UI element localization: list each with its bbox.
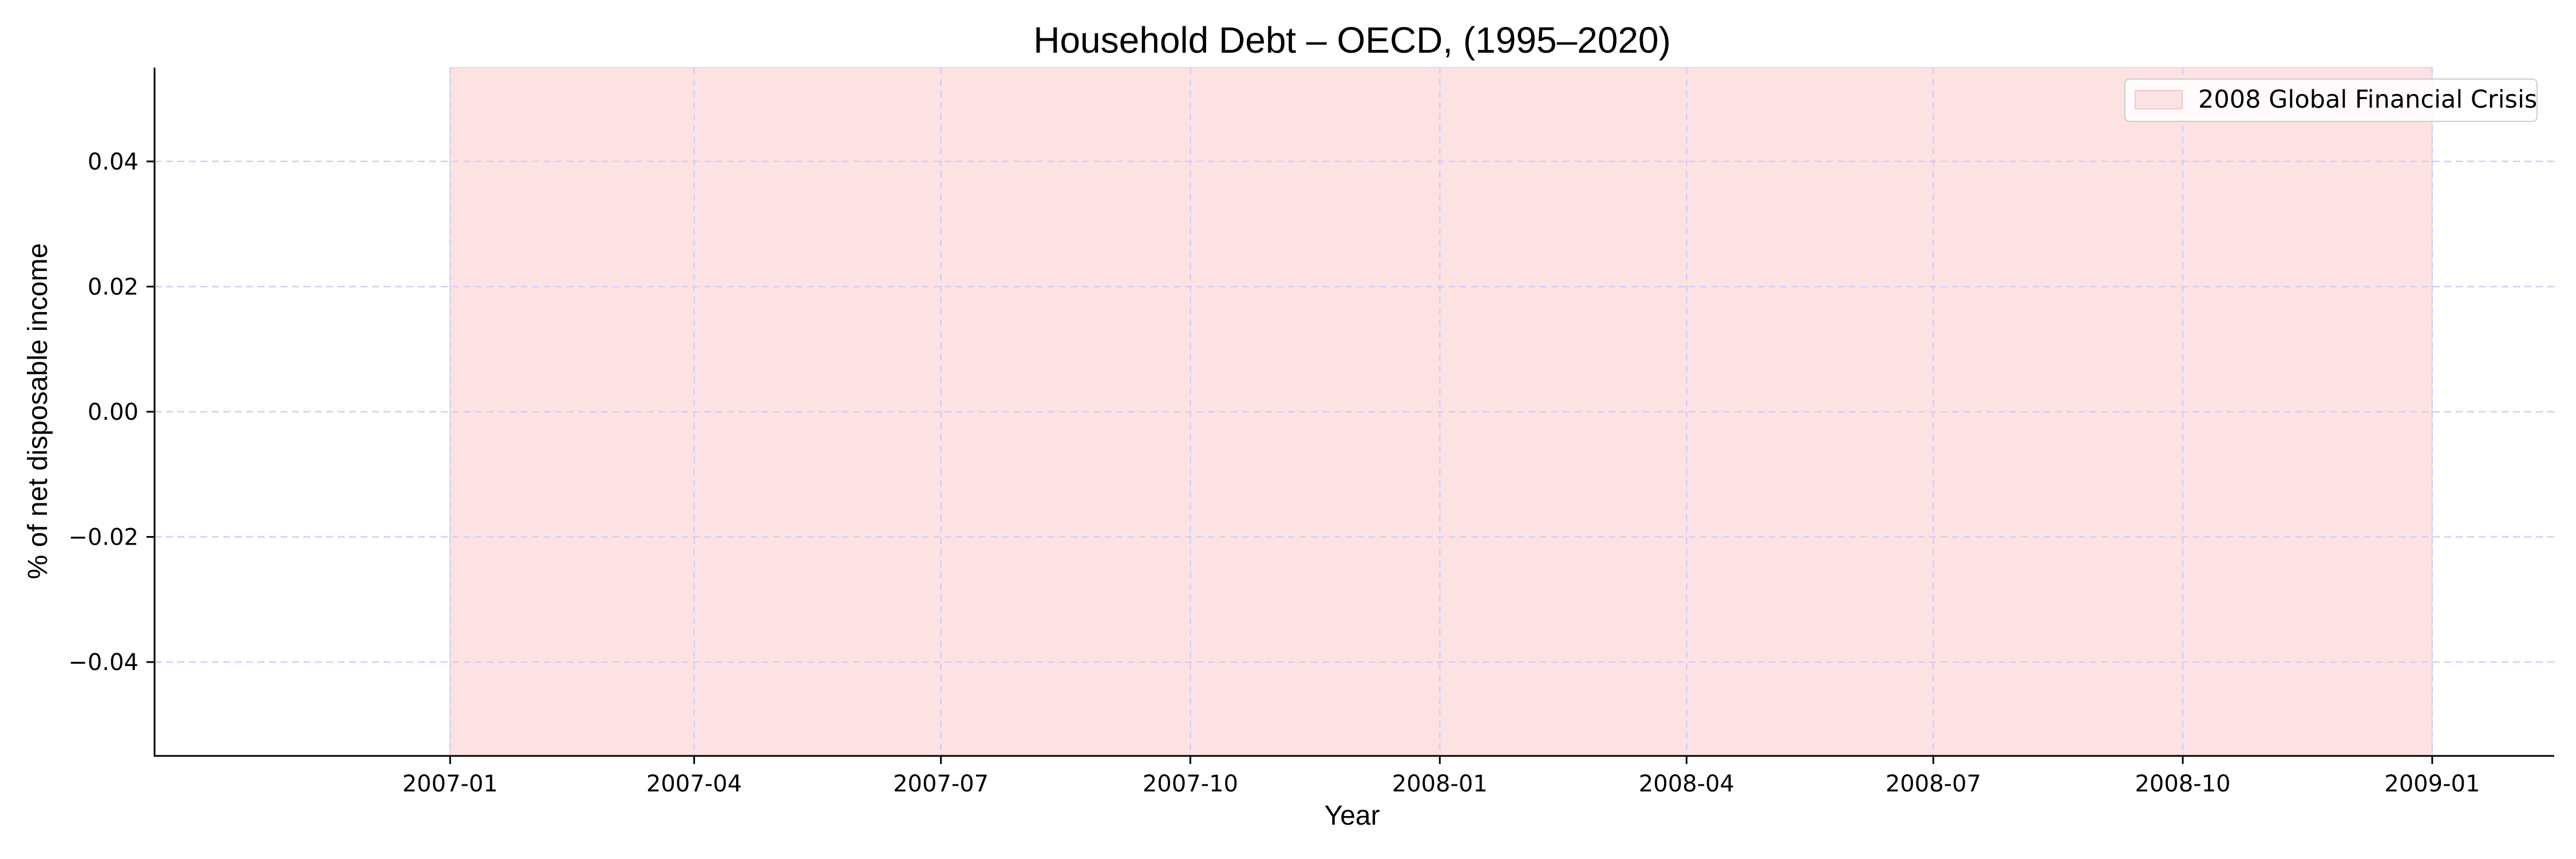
x-tick-label: 2009-01 (2384, 771, 2480, 797)
x-tick-label: 2007-04 (646, 771, 742, 797)
y-tick-label: 0.04 (88, 149, 139, 175)
y-tick-label: 0.00 (88, 399, 139, 425)
x-tick-label: 2008-01 (1392, 771, 1488, 797)
x-axis-label: Year (1325, 801, 1380, 831)
x-tick-label: 2007-07 (893, 771, 989, 797)
chart-title: Household Debt – OECD, (1995–2020) (1033, 19, 1671, 61)
y-tick-label: 0.02 (88, 274, 139, 300)
x-tick-label: 2008-04 (1639, 771, 1735, 797)
y-axis-label: % of net disposable income (23, 243, 53, 579)
y-tick-label: −0.04 (68, 649, 139, 676)
x-tick-label: 2007-01 (402, 771, 498, 797)
legend: 2008 Global Financial Crisis (2124, 78, 2538, 122)
ticks-layer: 2007-01 2007-04 2007-07 2007-10 2008-01 2008-… (68, 149, 2480, 797)
x-tick-label: 2008-07 (1886, 771, 1981, 797)
y-tick-label: −0.02 (68, 525, 139, 551)
legend-label: 2008 Global Financial Crisis (2198, 85, 2537, 114)
legend-frame (2124, 78, 2538, 122)
x-tick-label: 2007-10 (1143, 771, 1238, 797)
x-tick-label: 2008-10 (2135, 771, 2230, 797)
legend-swatch (2135, 90, 2183, 109)
grid-layer (155, 68, 2554, 756)
